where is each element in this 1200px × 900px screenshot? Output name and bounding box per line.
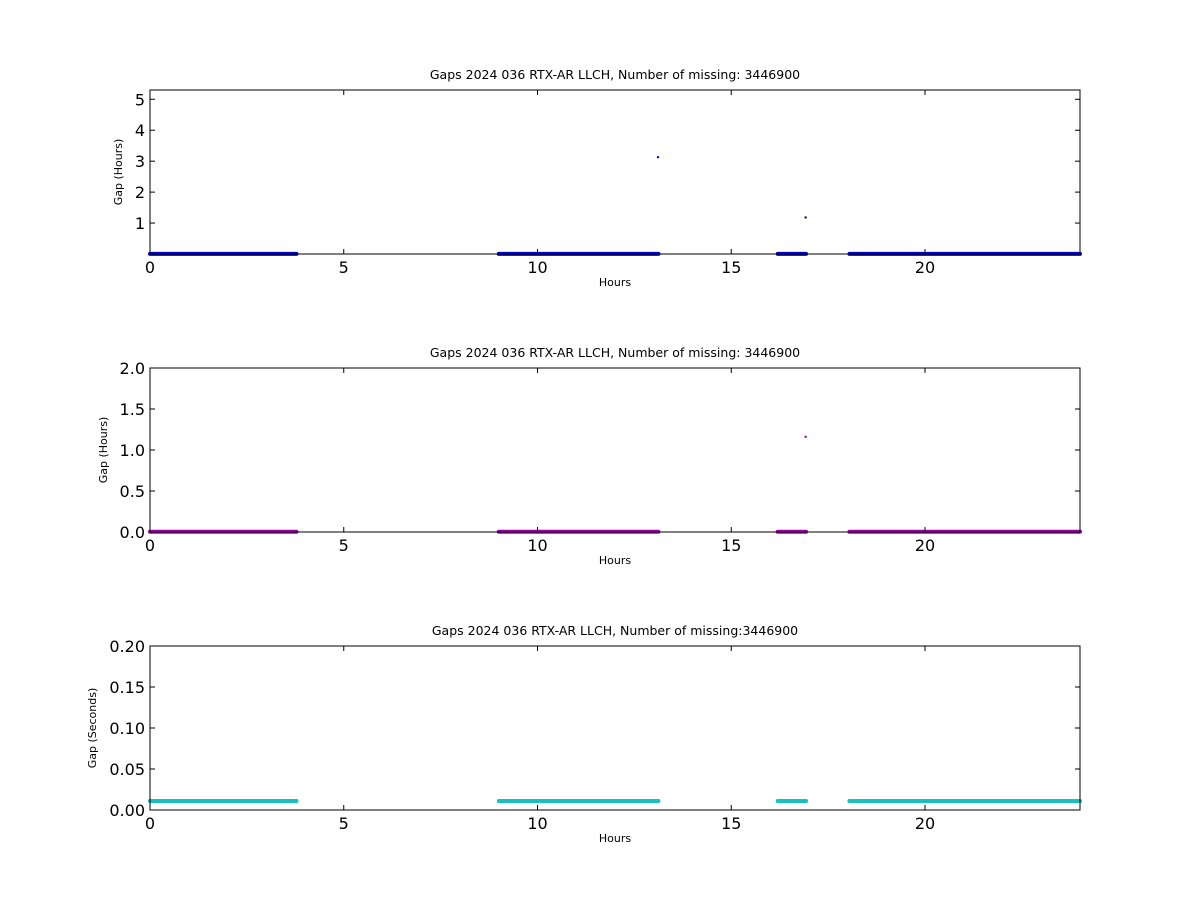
x-tick-label: 15	[721, 258, 741, 277]
data-point-2	[804, 216, 807, 219]
x-tick-label: 5	[339, 258, 349, 277]
y-tick-label: 0.15	[109, 678, 145, 697]
data-point-1	[656, 155, 660, 159]
chart-panel-1: Gaps 2024 036 RTX-AR LLCH, Number of mis…	[112, 67, 1082, 289]
y-tick-label: 0.05	[109, 760, 145, 779]
x-tick-label: 0	[145, 536, 155, 555]
y-tick-label: 2.0	[120, 359, 145, 378]
x-tick-label: 0	[145, 258, 155, 277]
x-tick-label: 10	[527, 536, 547, 555]
x-tick-label: 10	[527, 258, 547, 277]
x-tick-label: 5	[339, 536, 349, 555]
x-tick-label: 0	[145, 814, 155, 833]
y-tick-label: 0.0	[120, 523, 145, 542]
x-tick-label: 20	[915, 258, 935, 277]
x-tick-label: 5	[339, 814, 349, 833]
x-tick-label: 20	[915, 536, 935, 555]
y-tick-label: 4	[135, 121, 145, 140]
y-tick-label: 1.0	[120, 441, 145, 460]
y-axis-label: Gap (Hours)	[112, 139, 125, 206]
chart-panel-3: Gaps 2024 036 RTX-AR LLCH, Number of mis…	[86, 623, 1082, 845]
x-tick-label: 15	[721, 814, 741, 833]
data-point-1	[804, 435, 807, 439]
x-axis-label: Hours	[599, 554, 631, 567]
x-tick-label: 10	[527, 814, 547, 833]
y-tick-label: 5	[135, 90, 145, 109]
y-tick-label: 1.5	[120, 400, 145, 419]
chart-panel-2: Gaps 2024 036 RTX-AR LLCH, Number of mis…	[97, 345, 1082, 567]
chart-title: Gaps 2024 036 RTX-AR LLCH, Number of mis…	[430, 67, 800, 82]
x-tick-label: 15	[721, 536, 741, 555]
y-axis-label: Gap (Hours)	[97, 417, 110, 484]
y-tick-label: 0.00	[109, 801, 145, 820]
y-tick-label: 1	[135, 214, 145, 233]
y-tick-label: 0.20	[109, 637, 145, 656]
chart-title: Gaps 2024 036 RTX-AR LLCH, Number of mis…	[430, 345, 800, 360]
chart-title: Gaps 2024 036 RTX-AR LLCH, Number of mis…	[432, 623, 798, 638]
x-axis-label: Hours	[599, 276, 631, 289]
x-axis-label: Hours	[599, 832, 631, 845]
x-tick-label: 20	[915, 814, 935, 833]
y-tick-label: 0.5	[120, 482, 145, 501]
y-tick-label: 2	[135, 183, 145, 202]
y-axis-label: Gap (Seconds)	[86, 688, 99, 769]
y-tick-label: 0.10	[109, 719, 145, 738]
y-tick-label: 3	[135, 152, 145, 171]
plot-frame	[149, 89, 1081, 255]
